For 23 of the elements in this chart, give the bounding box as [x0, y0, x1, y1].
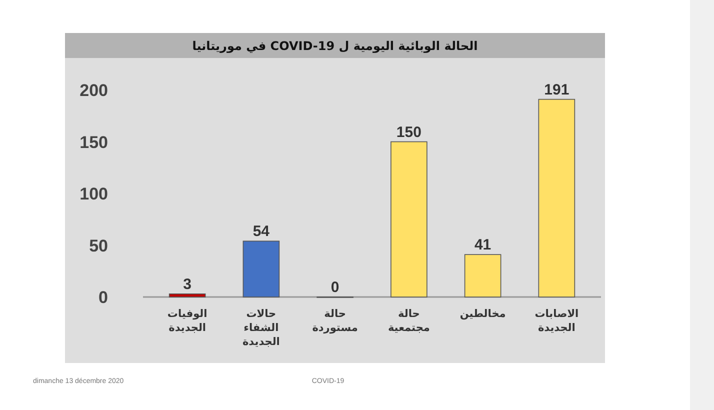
y-tick-label: 0 — [98, 288, 108, 307]
data-label: 0 — [330, 279, 340, 296]
x-tick-label: الاصابات الجديدة — [534, 308, 579, 334]
data-label: 191 — [544, 81, 570, 98]
bar — [464, 254, 502, 298]
x-tick-label: حالة مجتمعية — [388, 308, 430, 334]
bar — [538, 98, 576, 298]
x-tick-label: حالة مستوردة — [312, 308, 358, 334]
bar — [242, 240, 280, 298]
data-label: 54 — [252, 223, 270, 240]
data-label: 150 — [396, 124, 422, 141]
bar — [168, 293, 206, 298]
x-tick-label: الوفيات الجديدة — [167, 308, 208, 334]
x-tick-label: مخالطين — [460, 308, 506, 320]
data-label: 41 — [474, 236, 492, 254]
y-tick-label: 50 — [89, 236, 108, 256]
y-tick-label: 100 — [80, 184, 108, 204]
y-tick-label: 200 — [80, 81, 108, 100]
bar — [390, 141, 428, 298]
chart-title: الحالة الوبائية اليومية ل COVID-19 في موريتانيا — [192, 39, 478, 53]
data-label: 3 — [183, 276, 192, 293]
x-tick-label: حالات الشفاء الجديدة — [242, 308, 280, 348]
y-tick-label: 150 — [80, 132, 108, 152]
